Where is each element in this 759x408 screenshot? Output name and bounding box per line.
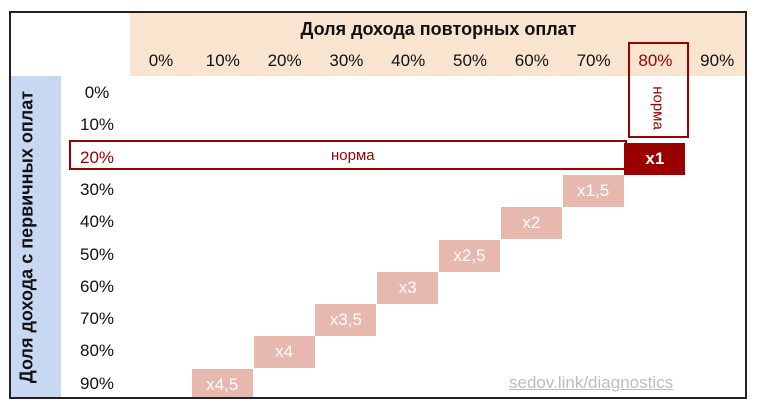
- row-label: 80%: [79, 341, 115, 361]
- row-axis-title: Доля дохода с первичных оплат: [16, 90, 37, 384]
- row-label: 40%: [79, 212, 115, 232]
- column-label: 80%: [638, 51, 673, 70]
- column-label: 40%: [391, 51, 426, 70]
- multiplier-cell: x1: [624, 142, 686, 175]
- multiplier-cell: x2: [500, 207, 562, 240]
- row-label: 50%: [79, 244, 115, 264]
- column-axis-title: Доля дохода повторных оплат: [300, 19, 577, 39]
- column-label: 10%: [205, 51, 240, 70]
- header-band: [130, 13, 745, 76]
- column-label: 60%: [514, 51, 549, 70]
- column-label: 0%: [148, 51, 174, 70]
- row-highlight-frame: [69, 140, 627, 170]
- sidebar-band: [11, 76, 130, 397]
- multiplier-cell: x4: [253, 336, 315, 369]
- multiplier-cell: x3,5: [315, 304, 377, 337]
- row-label: 70%: [79, 309, 115, 329]
- column-label: 90%: [700, 51, 735, 70]
- sidebar-values-cell: [61, 76, 130, 397]
- row-label: 30%: [79, 179, 115, 199]
- multiplier-cell: x4,5: [191, 368, 253, 397]
- multiplier-cell: x2,5: [439, 239, 500, 272]
- column-label: 20%: [267, 51, 302, 70]
- multiplier-cell: x3: [377, 271, 439, 304]
- column-highlight-frame: [628, 42, 689, 138]
- row-label: 90%: [79, 373, 115, 393]
- row-norm-label: норма: [331, 147, 375, 164]
- row-label: 10%: [79, 115, 115, 135]
- row-label: 60%: [79, 276, 115, 296]
- multiplier-cell: x1,5: [562, 174, 624, 207]
- row-label: 20%: [79, 147, 115, 167]
- watermark-link[interactable]: sedov.link/diagnostics: [509, 373, 674, 392]
- sidebar-title-cell: [11, 76, 61, 397]
- multiplier-table: Доля дохода повторных оплат Доля дохода …: [9, 11, 747, 399]
- column-norm-label: норма: [649, 86, 667, 130]
- row-label: 0%: [84, 83, 110, 102]
- column-label: 30%: [329, 51, 364, 70]
- column-label: 50%: [452, 51, 488, 70]
- column-label: 70%: [576, 51, 611, 70]
